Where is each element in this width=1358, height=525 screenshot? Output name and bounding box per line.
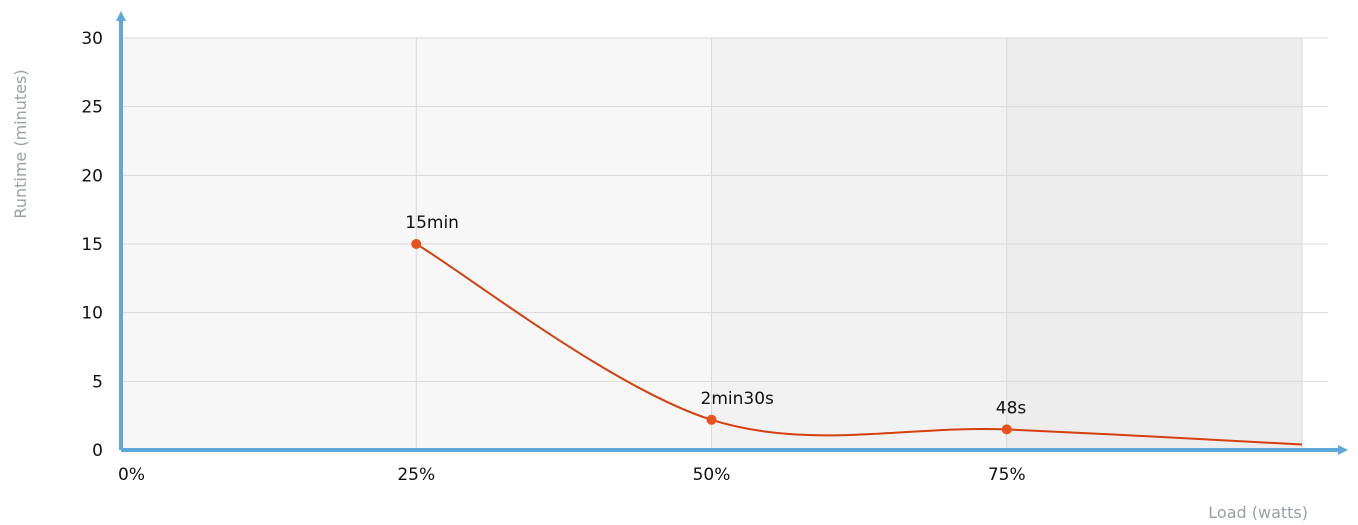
y-tick-label: 15 xyxy=(81,235,103,255)
data-labels: 15min 2min30s 48s xyxy=(405,213,1026,418)
data-label: 2min30s xyxy=(701,389,775,409)
series-line xyxy=(415,243,1303,446)
grid-lines xyxy=(121,37,1328,450)
axes xyxy=(116,11,1348,455)
data-label: 15min xyxy=(405,213,459,233)
data-point xyxy=(1001,424,1012,435)
tick-labels: 0 5 10 15 20 25 30 0% 25% 50% 75% xyxy=(81,29,1025,485)
x-tick-label: 25% xyxy=(397,465,435,485)
series-lines xyxy=(415,243,1303,446)
y-tick-label: 5 xyxy=(92,372,103,392)
y-tick-label: 25 xyxy=(81,98,103,118)
x-axis-title: Load (watts) xyxy=(1208,503,1308,522)
data-label: 48s xyxy=(996,398,1027,418)
series-markers xyxy=(411,239,1012,435)
y-tick-label: 30 xyxy=(81,29,103,49)
x-tick-label: 75% xyxy=(988,465,1026,485)
y-tick-label: 0 xyxy=(92,441,103,461)
y-tick-label: 10 xyxy=(81,304,103,324)
x-tick-label: 50% xyxy=(693,465,731,485)
y-tick-label: 20 xyxy=(81,166,103,186)
data-point xyxy=(706,414,717,425)
y-axis-title: Runtime (minutes) xyxy=(11,69,30,218)
x-tick-label: 0% xyxy=(118,465,145,485)
data-point xyxy=(411,239,422,249)
